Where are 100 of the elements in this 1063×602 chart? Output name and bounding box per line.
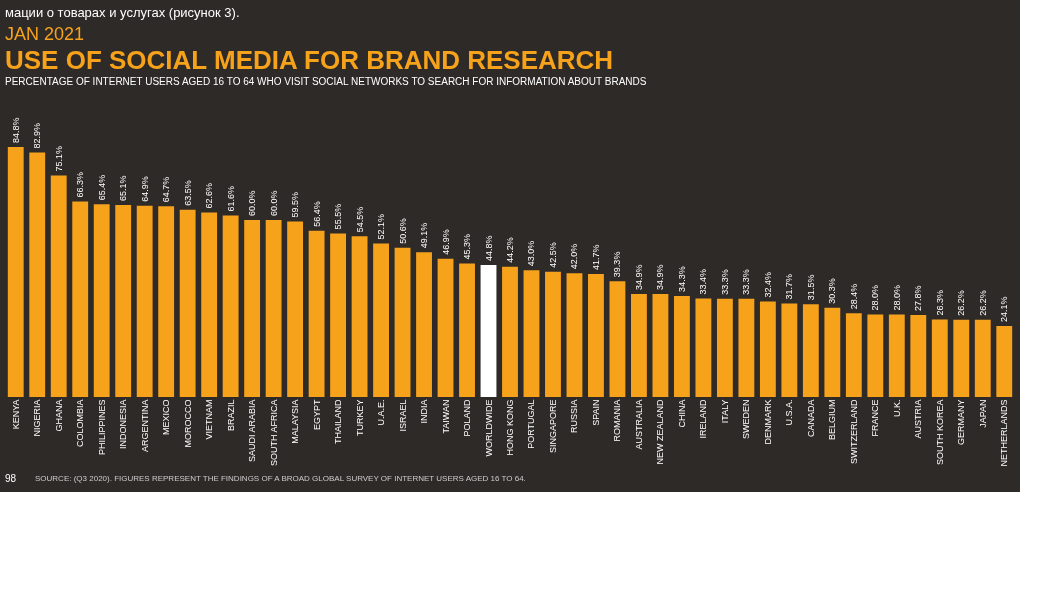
data-label: 42.0% [569,243,580,270]
bar [910,315,927,397]
data-label: 64.9% [139,176,150,202]
data-label: 66.3% [75,172,86,198]
x-tick-label: SAUDI ARABIA [247,399,258,463]
x-tick-label: POLAND [462,399,473,437]
data-label: 27.8% [913,285,924,312]
data-label: 26.2% [956,290,967,316]
bar [72,201,89,397]
x-tick-label: KENYA [10,399,21,430]
bar [695,298,712,397]
x-tick-label: ARGENTINA [139,399,150,453]
bar [931,319,948,397]
x-tick-label: NEW ZEALAND [655,399,666,465]
data-label: 31.5% [805,274,816,301]
bar [845,313,862,397]
data-label: 34.3% [676,266,687,292]
data-label: 39.3% [612,251,623,278]
x-tick-label: U.A.E. [376,399,387,426]
x-tick-label: HONG KONG [505,399,515,456]
x-tick-label: MEXICO [161,399,172,436]
x-tick-label: CANADA [805,399,816,438]
bar [7,147,24,397]
x-tick-label: AUSTRALIA [633,399,644,450]
bar [29,152,46,397]
bar [459,263,475,397]
bar [179,209,196,397]
text: 98 [5,473,17,484]
x-tick-label: PHILIPPINES [96,399,107,456]
x-tick-label: ROMANIA [612,399,623,442]
bar [545,271,561,397]
data-label: 64.7% [161,176,172,203]
bar [652,294,669,397]
bar [802,304,819,397]
data-label: 60.0% [268,190,279,217]
x-tick-label: MALAYSIA [290,399,301,444]
x-tick-label: U.K. [891,399,902,418]
x-tick-label: FRANCE [870,399,881,437]
bar [93,204,110,397]
x-tick-label: MOROCCO [182,399,193,448]
x-tick-label: ITALY [719,399,730,424]
bar [996,325,1013,397]
bar [609,281,626,397]
bar [351,236,368,397]
bar [287,221,304,397]
bar [265,220,282,397]
x-tick-label: EGYPT [311,399,322,431]
x-tick-label: CHINA [676,399,687,428]
data-label: 49.1% [419,222,430,249]
data-label: 60.0% [247,190,258,217]
data-label: 46.9% [440,229,451,255]
x-tick-label: GERMANY [956,399,967,446]
data-label: 44.2% [505,237,515,263]
data-label: 31.7% [784,274,795,300]
bar [673,295,690,397]
x-tick-label: VIETNAM [204,399,215,440]
data-label: 59.5% [290,192,301,218]
bar [437,258,454,397]
bar [888,314,905,397]
x-tick-label: RUSSIA [569,399,580,434]
data-label: 65.1% [118,175,129,202]
x-tick-label: IRELAND [698,399,709,439]
bar [115,205,132,397]
data-label: 55.5% [333,203,344,230]
data-label: 54.5% [354,206,365,233]
data-label: 26.2% [977,290,988,316]
bar [566,273,583,397]
bar [158,206,175,397]
bar [716,298,733,397]
x-tick-label: TAIWAN [440,399,451,434]
bar [50,175,67,397]
bar [222,215,239,397]
data-label: 33.3% [741,269,752,295]
x-tick-label: WORLDWIDE [483,399,494,457]
bar [588,274,604,397]
x-tick-label: COLOMBIA [75,399,86,448]
bar [738,298,755,397]
data-label: 34.9% [633,264,644,291]
bar [416,252,432,397]
x-tick-label: INDONESIA [118,399,129,450]
chart-subtitle: PERCENTAGE OF INTERNET USERS AGED 16 TO 64 WHO VISIT SOCIAL NETWORKS TO SEARCH FOR INFORMATION ABOUT BRANDS [5,76,647,88]
bar [394,247,411,397]
chart-title: USE OF SOCIAL MEDIA FOR BRAND RESEARCH [5,45,614,76]
x-tick-label: AUSTRIA [913,399,924,439]
x-tick-label: SOUTH AFRICA [268,399,279,467]
bar [308,230,325,397]
data-label: 28.4% [848,283,859,310]
data-label: 42.5% [547,242,558,268]
data-label: 56.4% [311,201,322,227]
x-tick-label: JAPAN [977,399,988,428]
data-label: 84.8% [10,117,21,143]
data-label: 61.6% [225,185,236,212]
x-tick-label: NIGERIA [32,399,43,437]
x-tick-label: U.S.A. [784,399,795,426]
text: мации о товарах и услугах (рисунок 3). [5,5,240,20]
x-tick-label: SPAIN [590,399,601,426]
data-label: 28.0% [891,284,902,311]
x-tick-label: SWITZERLAND [848,399,859,465]
data-label: 75.1% [53,146,64,172]
bar [480,264,497,397]
